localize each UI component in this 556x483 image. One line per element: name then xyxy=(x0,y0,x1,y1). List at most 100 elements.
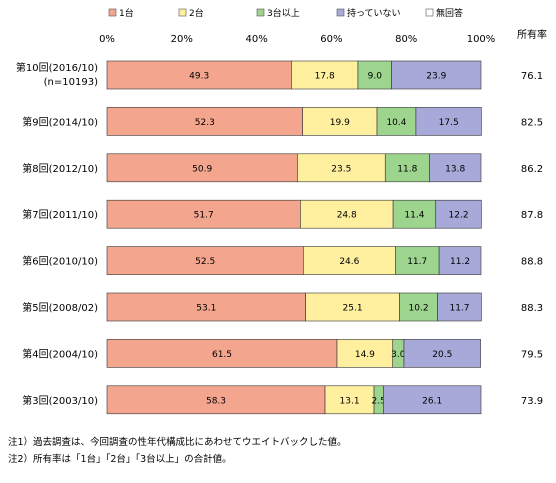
bar-segment-1 xyxy=(106,246,304,275)
data-label: 11.8 xyxy=(397,164,417,174)
data-label: 51.7 xyxy=(194,211,214,221)
data-label: 12.2 xyxy=(449,211,469,221)
data-label: 11.4 xyxy=(404,211,424,221)
bar-segment- xyxy=(435,199,482,229)
category-label: 第8回(2012/10) xyxy=(22,162,98,175)
ownership-rate-value: 73.9 xyxy=(521,396,543,407)
data-label: 3.0 xyxy=(391,350,406,360)
data-label: 9.0 xyxy=(368,72,383,82)
bar-segment- xyxy=(383,385,482,415)
data-label: 17.5 xyxy=(439,118,459,128)
category-label: 第3回(2003/10) xyxy=(22,394,98,407)
data-label: 23.5 xyxy=(331,164,351,174)
x-tick-label: 60% xyxy=(320,34,342,45)
data-label: 58.3 xyxy=(206,396,226,406)
data-label: 26.1 xyxy=(422,396,442,406)
ownership-rate-value: 86.2 xyxy=(521,164,543,175)
ownership-rate-value: 76.1 xyxy=(521,71,543,82)
legend-swatch-2 xyxy=(178,8,187,17)
category-label: 第4回(2004/10) xyxy=(22,347,98,360)
ownership-rate-value: 88.3 xyxy=(521,303,543,314)
legend-label-4: 持っていない xyxy=(347,7,401,19)
ownership-rate-value: 87.8 xyxy=(521,210,543,221)
legend-swatch-5 xyxy=(425,8,434,17)
footnotes: 注1）過去調査は、今回調査の性年代構成比にあわせてウエイトバックした値。 注2）… xyxy=(8,436,347,465)
data-label: 13.1 xyxy=(340,396,360,406)
data-label: 52.3 xyxy=(195,118,215,128)
category-label: 第7回(2011/10) xyxy=(22,208,98,221)
bar-segment-1 xyxy=(106,153,298,183)
legend-label-5: 無回答 xyxy=(436,7,463,19)
bar-segment-1 xyxy=(106,339,338,368)
bar-segment-1 xyxy=(106,385,326,415)
bar-segment- xyxy=(429,153,482,183)
bar-segment-3 xyxy=(399,292,438,322)
bar-segment-2 xyxy=(297,153,386,183)
bar-segment-1 xyxy=(106,199,301,229)
x-axis: 0% 20% 40% 60% 80% 100% xyxy=(99,34,495,45)
ownership-rate-value: 79.5 xyxy=(521,349,543,360)
data-label: 50.9 xyxy=(192,164,212,174)
category-note: (n=10193) xyxy=(44,77,98,88)
category-label: 第10回(2016/10) xyxy=(16,61,98,74)
bar-segment- xyxy=(391,60,482,90)
ownership-rate-value: 82.5 xyxy=(521,117,543,128)
bar-segment-2 xyxy=(303,246,396,275)
data-label: 2.5 xyxy=(372,396,386,406)
bar-segment-2 xyxy=(305,292,400,322)
x-tick-label: 100% xyxy=(467,34,496,45)
data-label: 23.9 xyxy=(426,72,446,82)
data-label: 25.1 xyxy=(343,304,363,314)
legend-label-2: 2台 xyxy=(189,7,204,19)
legend-label-3: 3台以上 xyxy=(267,7,300,19)
data-label: 14.9 xyxy=(355,350,375,360)
bar-segment-1 xyxy=(106,107,303,136)
category-label: 第6回(2010/10) xyxy=(22,255,98,268)
data-label: 52.5 xyxy=(195,257,215,267)
bar-segment-2 xyxy=(302,107,378,136)
footnote-1: 注1）過去調査は、今回調査の性年代構成比にあわせてウエイトバックした値。 xyxy=(8,436,347,448)
bar-segment- xyxy=(438,246,482,275)
data-label: 19.9 xyxy=(330,118,350,128)
category-label: 第9回(2014/10) xyxy=(22,115,98,128)
data-label: 10.2 xyxy=(409,304,429,314)
bar-segment-2 xyxy=(324,385,375,415)
bar-segment-2 xyxy=(300,199,394,229)
x-tick-label: 80% xyxy=(395,34,417,45)
data-label: 61.5 xyxy=(212,350,232,360)
data-label: 11.7 xyxy=(449,304,469,314)
data-label: 17.8 xyxy=(315,72,335,82)
data-label: 11.2 xyxy=(450,257,470,267)
data-label: 20.5 xyxy=(432,350,452,360)
data-label: 10.4 xyxy=(386,118,406,128)
bar-segment-3 xyxy=(395,246,440,275)
legend-swatch-4 xyxy=(336,8,345,17)
footnote-2: 注2）所有率は「1台」「2台」「3台以上」の合計値。 xyxy=(8,453,232,465)
ownership-rate-header: 所有率 xyxy=(517,28,547,41)
bar-segment-1 xyxy=(106,60,292,90)
x-tick-label: 40% xyxy=(245,34,267,45)
legend: 1台 2台 3台以上 持っていない 無回答 xyxy=(108,7,463,19)
bars: 第10回(2016/10) (n=10193) 49.3 17.8 9.0 23.9 76.… xyxy=(16,60,543,415)
data-label: 11.7 xyxy=(407,257,427,267)
legend-label-1: 1台 xyxy=(119,7,134,19)
bar-segment- xyxy=(415,107,482,136)
x-tick-label: 0% xyxy=(99,34,115,45)
data-label: 24.6 xyxy=(339,257,359,267)
legend-swatch-3 xyxy=(256,8,265,17)
bar-segment-1 xyxy=(106,292,306,322)
bar-segment- xyxy=(437,292,482,322)
x-tick-label: 20% xyxy=(171,34,193,45)
ownership-rate-value: 88.8 xyxy=(521,257,543,268)
bar-segment-3 xyxy=(376,107,417,136)
bar-segment- xyxy=(403,339,481,368)
bar-segment-2 xyxy=(291,60,359,90)
legend-swatch-1 xyxy=(108,8,117,17)
bar-segment-3 xyxy=(357,60,392,90)
data-label: 13.8 xyxy=(445,164,465,174)
category-label: 第5回(2008/02) xyxy=(22,301,98,314)
data-label: 53.1 xyxy=(196,304,216,314)
data-label: 24.8 xyxy=(337,211,357,221)
data-label: 49.3 xyxy=(189,72,209,82)
